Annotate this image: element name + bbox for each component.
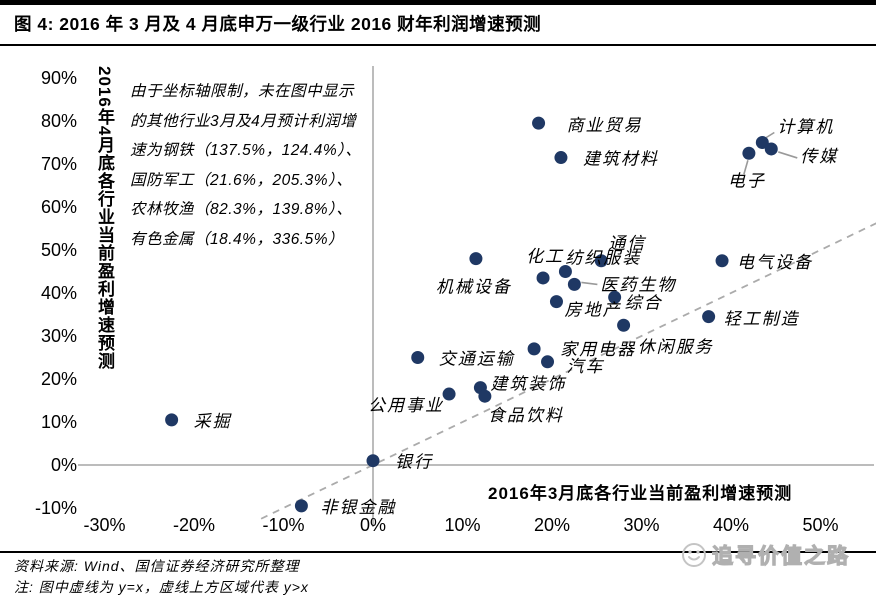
scatter-point [527,342,541,356]
scatter-point [478,389,492,403]
point-label: 房地产 [564,301,621,320]
x-tick-label: -10% [262,515,304,535]
scatter-point [554,151,568,165]
y-tick-label: 50% [41,240,77,260]
point-label: 交通运输 [439,350,516,369]
point-label: 机械设备 [436,278,512,297]
point-label: 通信 [608,234,646,253]
x-tick-label: 20% [534,515,570,535]
y-tick-label: 60% [41,197,77,217]
scatter-point [594,254,608,268]
point-label: 家用电器 [560,340,636,359]
watermark: 追寻价值之路 [680,540,850,570]
leader-line [581,281,598,286]
figure-title: 图 4: 2016 年 3 月及 4 月底申万一级行业 2016 财年利润增速预… [14,14,542,34]
point-label: 公用事业 [368,396,444,415]
scatter-point [532,116,546,130]
point-label: 纺织服装 [565,249,641,268]
watermark-text: 追寻价值之路 [711,544,850,568]
scatter-point [442,387,456,401]
scatter-point [715,254,729,268]
y-tick-label: 90% [41,68,77,88]
y-tick-label: 70% [41,154,77,174]
scatter-point [567,277,581,291]
x-axis-title: 2016年3月底各行业当前盈利增速预测 [488,484,793,503]
y-tick-label: 30% [41,326,77,346]
scatter-point [608,290,622,304]
y-tick-label: 10% [41,412,77,432]
point-label: 食品饮料 [488,406,564,425]
point-label: 综合 [625,293,663,312]
point-label: 轻工制造 [724,310,800,329]
scatter-point [558,265,572,278]
top-border [0,0,876,5]
y-tick-label: -10% [35,498,77,518]
y-tick-label: 20% [41,369,77,389]
x-tick-label: 0% [360,515,386,535]
point-label: 汽车 [567,357,605,376]
y-tick-label: 80% [41,111,77,131]
leader-line [743,160,749,175]
point-label: 非银金融 [320,498,396,517]
point-label: 银行 [395,453,434,472]
source-note: 资料来源: Wind、国信证券经济研究所整理 [14,558,300,574]
smiley-face-icon [682,543,706,567]
point-label: 电气设备 [737,253,813,272]
y-tick-label: 0% [51,455,77,475]
point-label: 休闲服务 [638,337,714,356]
x-tick-label: 40% [713,515,749,535]
scatter-point [617,318,631,332]
x-tick-label: 50% [802,515,838,535]
scatter-point [411,351,425,364]
point-label: 化工 [526,247,564,266]
leader-line [778,151,798,159]
offchart-annotation: 由于坐标轴限制，未在图中显示 的其他行业3月及4月预计利润增 速为钢铁（137.… [130,83,362,248]
x-tick-label: 10% [444,515,480,535]
point-label: 电子 [728,171,766,190]
scatter-point [764,142,778,156]
leader-line [765,131,775,139]
title-divider [0,44,876,46]
scatter-point [742,146,756,160]
point-label: 建筑材料 [583,150,659,169]
scatter-point [294,499,308,513]
x-tick-label: 30% [623,515,659,535]
scatter-point [549,295,563,309]
point-label: 采掘 [194,412,233,431]
x-tick-label: -20% [173,515,215,535]
point-label: 建筑装饰 [490,375,567,394]
y-tick-label: 40% [41,283,77,303]
point-label: 商业贸易 [567,116,643,135]
scatter-point [366,454,380,468]
identity-dashline [260,222,876,520]
point-label: 传媒 [800,147,839,166]
point-label: 医药生物 [600,275,677,294]
footer-divider [0,551,876,553]
scatter-point [702,310,716,324]
scatter-point [536,271,550,285]
dashed-line-note: 注: 图中虚线为 y=x，虚线上方区域代表 y>x [14,579,309,595]
y-axis-title: 2016年4月底各行业当前盈利增速预测 [95,66,114,371]
scatter-point [165,413,179,427]
x-tick-label: -30% [83,515,125,535]
scatter-point [755,136,769,149]
scatter-point [541,355,555,369]
scatter-point [469,252,483,266]
point-label: 计算机 [777,118,834,137]
